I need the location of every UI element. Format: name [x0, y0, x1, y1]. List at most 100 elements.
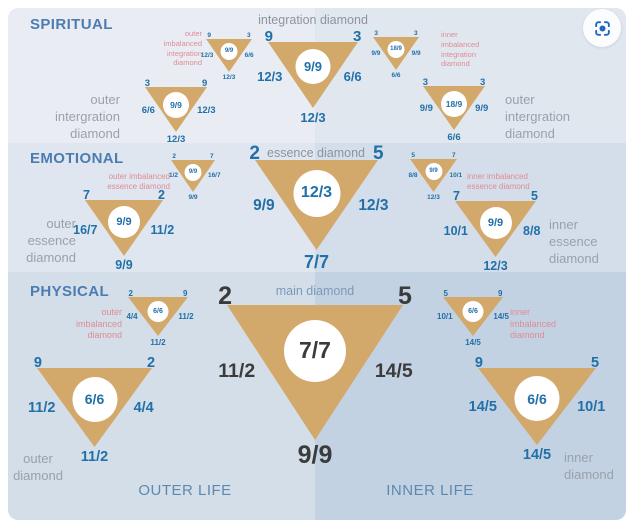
top-left-value: 2	[249, 142, 260, 164]
outer-integration-diamond-right: 18/9 3 3 9/9 9/9 6/6	[420, 78, 489, 142]
outer-diamond: 6/6 9 2 11/2 4/4 11/2	[28, 356, 155, 464]
main-diamond-title: main diamond	[275, 284, 355, 298]
right-value: 14/5	[493, 312, 509, 322]
center-value: 6/6	[514, 376, 560, 422]
top-left-value: 5	[443, 289, 448, 299]
top-left-value: 2	[172, 153, 176, 161]
left-value: 8/8	[408, 171, 418, 179]
bottom-value: 11/2	[80, 449, 109, 465]
top-right-value: 5	[591, 354, 600, 371]
right-value: 6/6	[244, 51, 254, 59]
top-left-value: 2	[128, 289, 133, 299]
right-value: 12/3	[197, 104, 216, 116]
top-right-value: 3	[480, 76, 486, 88]
center-value: 6/6	[147, 301, 169, 323]
center-value: 18/9	[441, 90, 467, 117]
bottom-value: 12/3	[483, 259, 508, 273]
left-value: 9/9	[253, 196, 275, 214]
right-value: 9/9	[475, 103, 489, 115]
essence-diamond-title: essence diamond	[267, 146, 365, 160]
outer-essence-label: outer essence diamond	[26, 216, 76, 265]
inner-diamond: 6/6 9 5 14/5 10/1 14/5	[469, 356, 606, 462]
essence-diamond: 12/3 2 5 9/9 12/3 7/7	[249, 144, 388, 271]
top-left-value: 5	[411, 152, 415, 160]
outer-imbalanced-integration-label: outer imbalanced integration diamond	[163, 29, 202, 68]
bottom-value: 7/7	[303, 252, 330, 272]
center-value: 9/9	[163, 91, 189, 118]
center-value: 18/9	[387, 40, 405, 58]
outer-integration-left-label: outer intergration diamond	[54, 92, 120, 141]
main-diamond: 7/7 2 5 11/2 14/5 9/9	[218, 283, 413, 467]
inner-imbalanced-integration-diamond: 18/9 3 3 9/9 9/9 6/6	[371, 31, 421, 79]
top-right-value: 9	[202, 77, 208, 89]
bottom-value: 12/3	[427, 194, 440, 201]
center-value: 6/6	[72, 376, 117, 422]
bottom-value: 9/9	[115, 258, 133, 272]
inner-imbalanced-integration-label: inner imbalanced integration diamond	[441, 30, 480, 69]
band-spiritual-inner	[315, 8, 626, 143]
top-left-value: 9	[33, 354, 42, 371]
top-right-value: 5	[398, 281, 412, 310]
top-right-value: 2	[158, 188, 165, 203]
center-value: 7/7	[284, 319, 346, 382]
right-value: 12/3	[358, 196, 389, 214]
left-value: 12/3	[257, 68, 283, 84]
spiritual-heading: SPIRITUAL	[30, 16, 113, 33]
outer-integration-right-label: outer intergration diamond	[505, 92, 571, 141]
right-value: 16/7	[207, 172, 221, 180]
right-value: 10/1	[577, 399, 606, 416]
scan-button[interactable]	[583, 9, 621, 47]
outer-life-label: OUTER LIFE	[138, 482, 232, 499]
center-value: 9/9	[295, 49, 331, 85]
bottom-value: 6/6	[391, 72, 401, 79]
left-value: 1/2	[169, 172, 179, 180]
right-value: 9/9	[411, 49, 421, 57]
top-left-value: 3	[144, 77, 150, 89]
top-right-value: 3	[353, 28, 362, 46]
inner-essence-diamond: 9/9 7 5 10/1 8/8 12/3	[444, 190, 541, 272]
top-right-value: 3	[247, 32, 251, 40]
top-right-value: 7	[210, 153, 214, 161]
inner-imbalanced-diamond-label: inner imbalanced diamond	[510, 307, 557, 341]
top-right-value: 5	[373, 142, 384, 164]
emotional-heading: EMOTIONAL	[30, 150, 124, 167]
integration-diamond: 9/9 9 3 12/3 6/6 12/3	[257, 29, 362, 124]
left-value: 14/5	[468, 399, 497, 416]
right-value: 6/6	[343, 68, 362, 84]
inner-imbalanced-diamond: 6/6 5 9 10/1 14/5 14/5	[437, 290, 509, 347]
bottom-value: 14/5	[465, 338, 481, 347]
top-right-value: 9	[498, 289, 503, 299]
inner-diamond-label: inner diamond	[564, 450, 614, 482]
left-value: 10/1	[437, 312, 453, 322]
outer-diamond-label: outer diamond	[13, 451, 63, 483]
top-left-value: 3	[422, 76, 428, 88]
right-value: 14/5	[374, 359, 413, 382]
inner-imbalanced-essence-diamond: 9/9 5 7 8/8 10/1 12/3	[408, 153, 462, 201]
bottom-value: 12/3	[166, 134, 186, 145]
right-value: 11/2	[178, 312, 194, 322]
scan-icon	[593, 19, 612, 38]
left-value: 11/2	[27, 400, 56, 417]
integration-diamond-title: integration diamond	[258, 13, 368, 27]
bottom-value: 12/3	[300, 110, 326, 125]
bottom-value: 12/3	[222, 74, 236, 81]
left-value: 16/7	[73, 222, 98, 237]
outer-integration-diamond-left: 9/9 3 9 6/6 12/3 12/3	[142, 79, 216, 144]
top-left-value: 7	[83, 188, 90, 203]
center-value: 9/9	[108, 206, 140, 239]
top-left-value: 2	[218, 281, 232, 310]
left-value: 10/1	[443, 223, 468, 238]
top-right-value: 2	[147, 354, 156, 371]
center-value: 9/9	[425, 162, 442, 180]
top-left-value: 9	[474, 354, 483, 371]
bottom-value: 9/9	[297, 441, 333, 469]
outer-imbalanced-diamond-label: outer imbalanced diamond	[75, 307, 122, 341]
inner-essence-label: inner essence diamond	[549, 217, 599, 266]
bottom-value: 11/2	[150, 338, 166, 347]
outer-imbalanced-essence-label: outer imbalanced essence diamond	[107, 172, 170, 192]
bottom-value: 14/5	[522, 447, 552, 463]
top-left-value: 3	[374, 30, 378, 38]
outer-essence-diamond: 9/9 7 2 16/7 11/2 9/9	[73, 189, 174, 271]
center-value: 6/6	[462, 301, 484, 323]
band-spiritual-outer	[8, 8, 315, 143]
